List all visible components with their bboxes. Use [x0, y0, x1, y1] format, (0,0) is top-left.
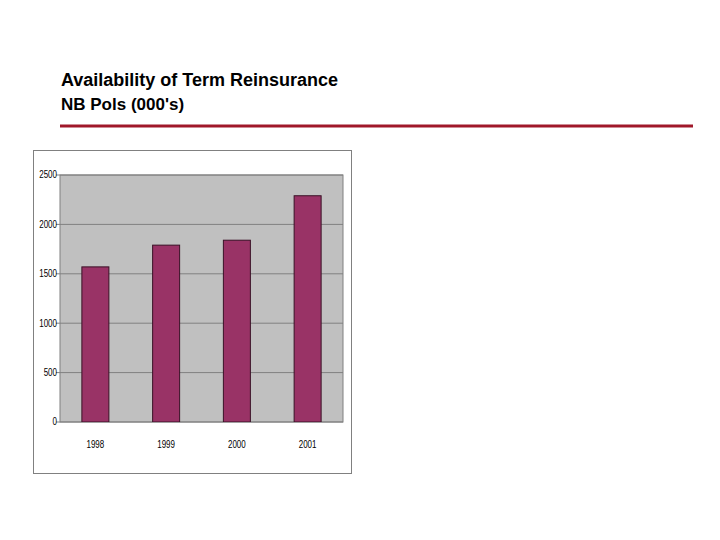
x-tick-label: 1999 — [157, 439, 175, 450]
bar — [82, 267, 109, 422]
y-tick-label: 500 — [44, 367, 57, 378]
grid-line — [60, 175, 343, 176]
bar — [223, 240, 250, 422]
title-rule — [60, 125, 693, 128]
y-tick-label: 1000 — [39, 318, 57, 329]
subtitle: NB Pols (000's) — [61, 95, 184, 114]
bar — [153, 245, 180, 422]
y-tick-label: 1500 — [39, 268, 57, 279]
plot-area — [60, 175, 343, 422]
chart-frame — [34, 151, 352, 474]
y-tick-label: 2500 — [39, 170, 57, 181]
x-tick-label: 2000 — [228, 439, 246, 450]
y-tick-label: 0 — [53, 417, 57, 428]
y-tick-label: 2000 — [39, 219, 57, 230]
title: Availability of Term Reinsurance — [61, 70, 338, 90]
x-tick-label: 1998 — [86, 439, 104, 450]
x-tick-label: 2001 — [299, 439, 317, 450]
slide: Availability of Term Reinsurance NB Pols … — [0, 0, 720, 540]
bars — [82, 196, 321, 422]
bar — [294, 196, 321, 422]
